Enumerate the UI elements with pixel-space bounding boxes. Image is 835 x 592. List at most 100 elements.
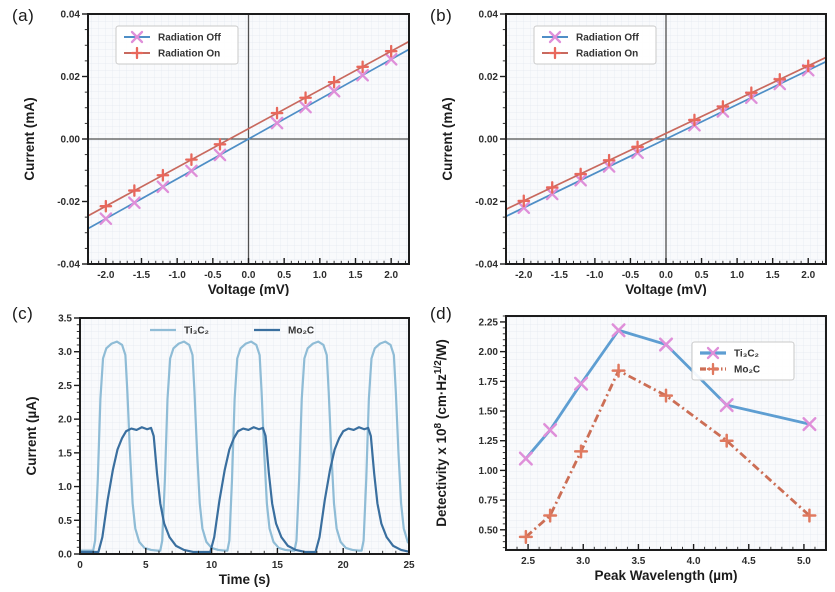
x-tick-label: 0.5 [695, 270, 709, 281]
series-radiation-on [88, 40, 409, 217]
x-tick-label: -0.5 [204, 270, 222, 281]
y-tick-label: 1.75 [479, 377, 499, 388]
plot-frame [87, 13, 410, 265]
y-axis-label: Detectivity x 108 (cm·Hz1/2/W) [433, 339, 449, 527]
x-tick-label: -2.0 [515, 270, 533, 281]
x-tick-label: -1.5 [133, 270, 151, 281]
x-tick-label: 1.5 [349, 270, 363, 281]
tick-labels: -2.0 -1.5 -1.0 -0.5 0.0 0.5 1.0 1.5 2.0 -0.04 -0.0… [57, 10, 398, 282]
legend-label: Mo₂C [288, 326, 314, 337]
panel-c: 0 5 10 15 20 25 0.0 0.5 1.0 1.5 2.0 2.5 3.0 3.5 Time (… [0, 296, 418, 592]
panel-d-letter: (d) [430, 304, 453, 323]
tick-labels: 2.5 3.0 3.5 4.0 4.5 5.0 0.50 0.75 1.00 1.25 1.50 1.… [479, 317, 812, 567]
x-tick-label: 2.0 [801, 270, 815, 281]
legend-label: Radiation Off [158, 33, 221, 44]
panel-b-chart: -2.0 -1.5 -1.0 -0.5 0.0 0.5 1.0 1.5 2.0 -0.04 -0.0… [440, 10, 827, 296]
x-tick-label: 0.0 [659, 270, 673, 281]
y-tick-label: 2.0 [58, 415, 72, 426]
y-tick-label: 1.25 [479, 436, 499, 447]
plot-frame [79, 317, 410, 555]
x-tick-label: -1.5 [551, 270, 569, 281]
panel-a: -2.0 -1.5 -1.0 -0.5 0.0 0.5 1.0 1.5 2.0 -0.04 -0.0… [0, 0, 418, 296]
y-tick-label: 0.02 [61, 72, 81, 83]
x-tick-label: -1.0 [169, 270, 187, 281]
panel-c-chart: 0 5 10 15 20 25 0.0 0.5 1.0 1.5 2.0 2.5 3.0 3.5 Time (… [24, 314, 415, 588]
series-radiation-off [88, 48, 409, 230]
series-radiation-on [506, 56, 826, 211]
x-axis-label: Voltage (mV) [208, 282, 290, 296]
tick-labels: 0 5 10 15 20 25 0.0 0.5 1.0 1.5 2.0 2.5 3.0 3.5 [58, 314, 415, 572]
x-tick-label: -1.0 [586, 270, 604, 281]
y-tick-label: 0.50 [479, 525, 499, 536]
y-tick-label: 0.75 [479, 496, 499, 507]
y-tick-label: 2.00 [479, 347, 499, 358]
x-tick-label: 1.5 [766, 270, 780, 281]
legend: Radiation Off Radiation On [115, 25, 239, 65]
y-tick-label: 0.5 [58, 516, 72, 527]
x-tick-label: 4.5 [742, 556, 756, 567]
x-tick-label: 2.5 [521, 556, 535, 567]
x-tick-label: 15 [272, 560, 284, 571]
x-tick-label: 1.0 [313, 270, 327, 281]
panel-a-chart: -2.0 -1.5 -1.0 -0.5 0.0 0.5 1.0 1.5 2.0 -0.04 -0.0… [22, 10, 410, 296]
y-tick-label: 1.5 [58, 448, 72, 459]
x-tick-label: 10 [206, 560, 218, 571]
panel-c-letter: (c) [12, 304, 34, 323]
legend-label: Ti₃C₂ [734, 349, 759, 360]
y-tick-label: 0.02 [479, 72, 499, 83]
y-tick-label: -0.04 [57, 260, 80, 271]
x-axis-label: Peak Wavelength (µm) [594, 568, 737, 583]
legend-label: Radiation On [576, 49, 638, 60]
y-tick-label: 2.25 [479, 317, 499, 328]
x-tick-label: -2.0 [97, 270, 115, 281]
legend: Ti₃C₂ Mo₂C [691, 341, 795, 381]
y-axis-label: Current (mA) [440, 97, 455, 180]
legend: Ti₃C₂ Mo₂C [150, 326, 314, 337]
y-tick-label: -0.04 [475, 260, 498, 271]
x-tick-label: 5.0 [797, 556, 811, 567]
y-tick-label: 0.04 [479, 10, 499, 21]
plot-frame [505, 13, 827, 265]
y-tick-label: 3.5 [58, 314, 72, 325]
y-tick-label: 1.50 [479, 407, 499, 418]
x-tick-label: 4.0 [687, 556, 701, 567]
plot-frame [505, 315, 827, 551]
panel-b-letter: (b) [430, 6, 453, 25]
y-tick-label: -0.02 [475, 197, 498, 208]
panel-a-letter: (a) [12, 6, 35, 25]
x-tick-label: 2.0 [384, 270, 398, 281]
series-mo-c [518, 363, 817, 544]
x-tick-label: 3.0 [576, 556, 590, 567]
y-axis-label: Current (µA) [24, 396, 39, 475]
panel-d: 2.5 3.0 3.5 4.0 4.5 5.0 0.50 0.75 1.00 1.25 1.50 1.… [418, 296, 835, 592]
x-tick-label: 20 [338, 560, 350, 571]
panel-b: -2.0 -1.5 -1.0 -0.5 0.0 0.5 1.0 1.5 2.0 -0.04 -0.0… [418, 0, 835, 296]
x-axis-label: Voltage (mV) [625, 282, 707, 296]
x-tick-label: 5 [143, 560, 149, 571]
series-ti-c [518, 323, 817, 466]
x-tick-label: 25 [403, 560, 415, 571]
tick-labels: -2.0 -1.5 -1.0 -0.5 0.0 0.5 1.0 1.5 2.0 -0.04 -0.0… [475, 10, 815, 282]
y-tick-label: 0.0 [58, 550, 72, 561]
legend: Radiation Off Radiation On [533, 25, 657, 65]
x-tick-label: 3.5 [631, 556, 645, 567]
y-tick-label: 2.5 [58, 381, 72, 392]
x-axis-label: Time (s) [219, 572, 271, 587]
legend-label: Radiation On [158, 49, 220, 60]
legend-label: Ti₃C₂ [184, 326, 209, 337]
y-tick-label: 0.00 [61, 135, 81, 146]
y-tick-label: 1.0 [58, 482, 72, 493]
x-tick-label: 1.0 [730, 270, 744, 281]
y-tick-label: 0.00 [479, 135, 499, 146]
series-ti-c [80, 340, 409, 552]
x-tick-label: 0.0 [242, 270, 256, 281]
x-tick-label: 0 [77, 560, 83, 571]
legend-label: Radiation Off [576, 33, 639, 44]
x-tick-label: 0.5 [277, 270, 291, 281]
y-axis-label: Current (mA) [22, 97, 37, 180]
y-tick-label: 0.04 [61, 10, 81, 21]
legend-label: Mo₂C [734, 365, 760, 376]
y-tick-label: 3.0 [58, 347, 72, 358]
x-tick-label: -0.5 [622, 270, 640, 281]
